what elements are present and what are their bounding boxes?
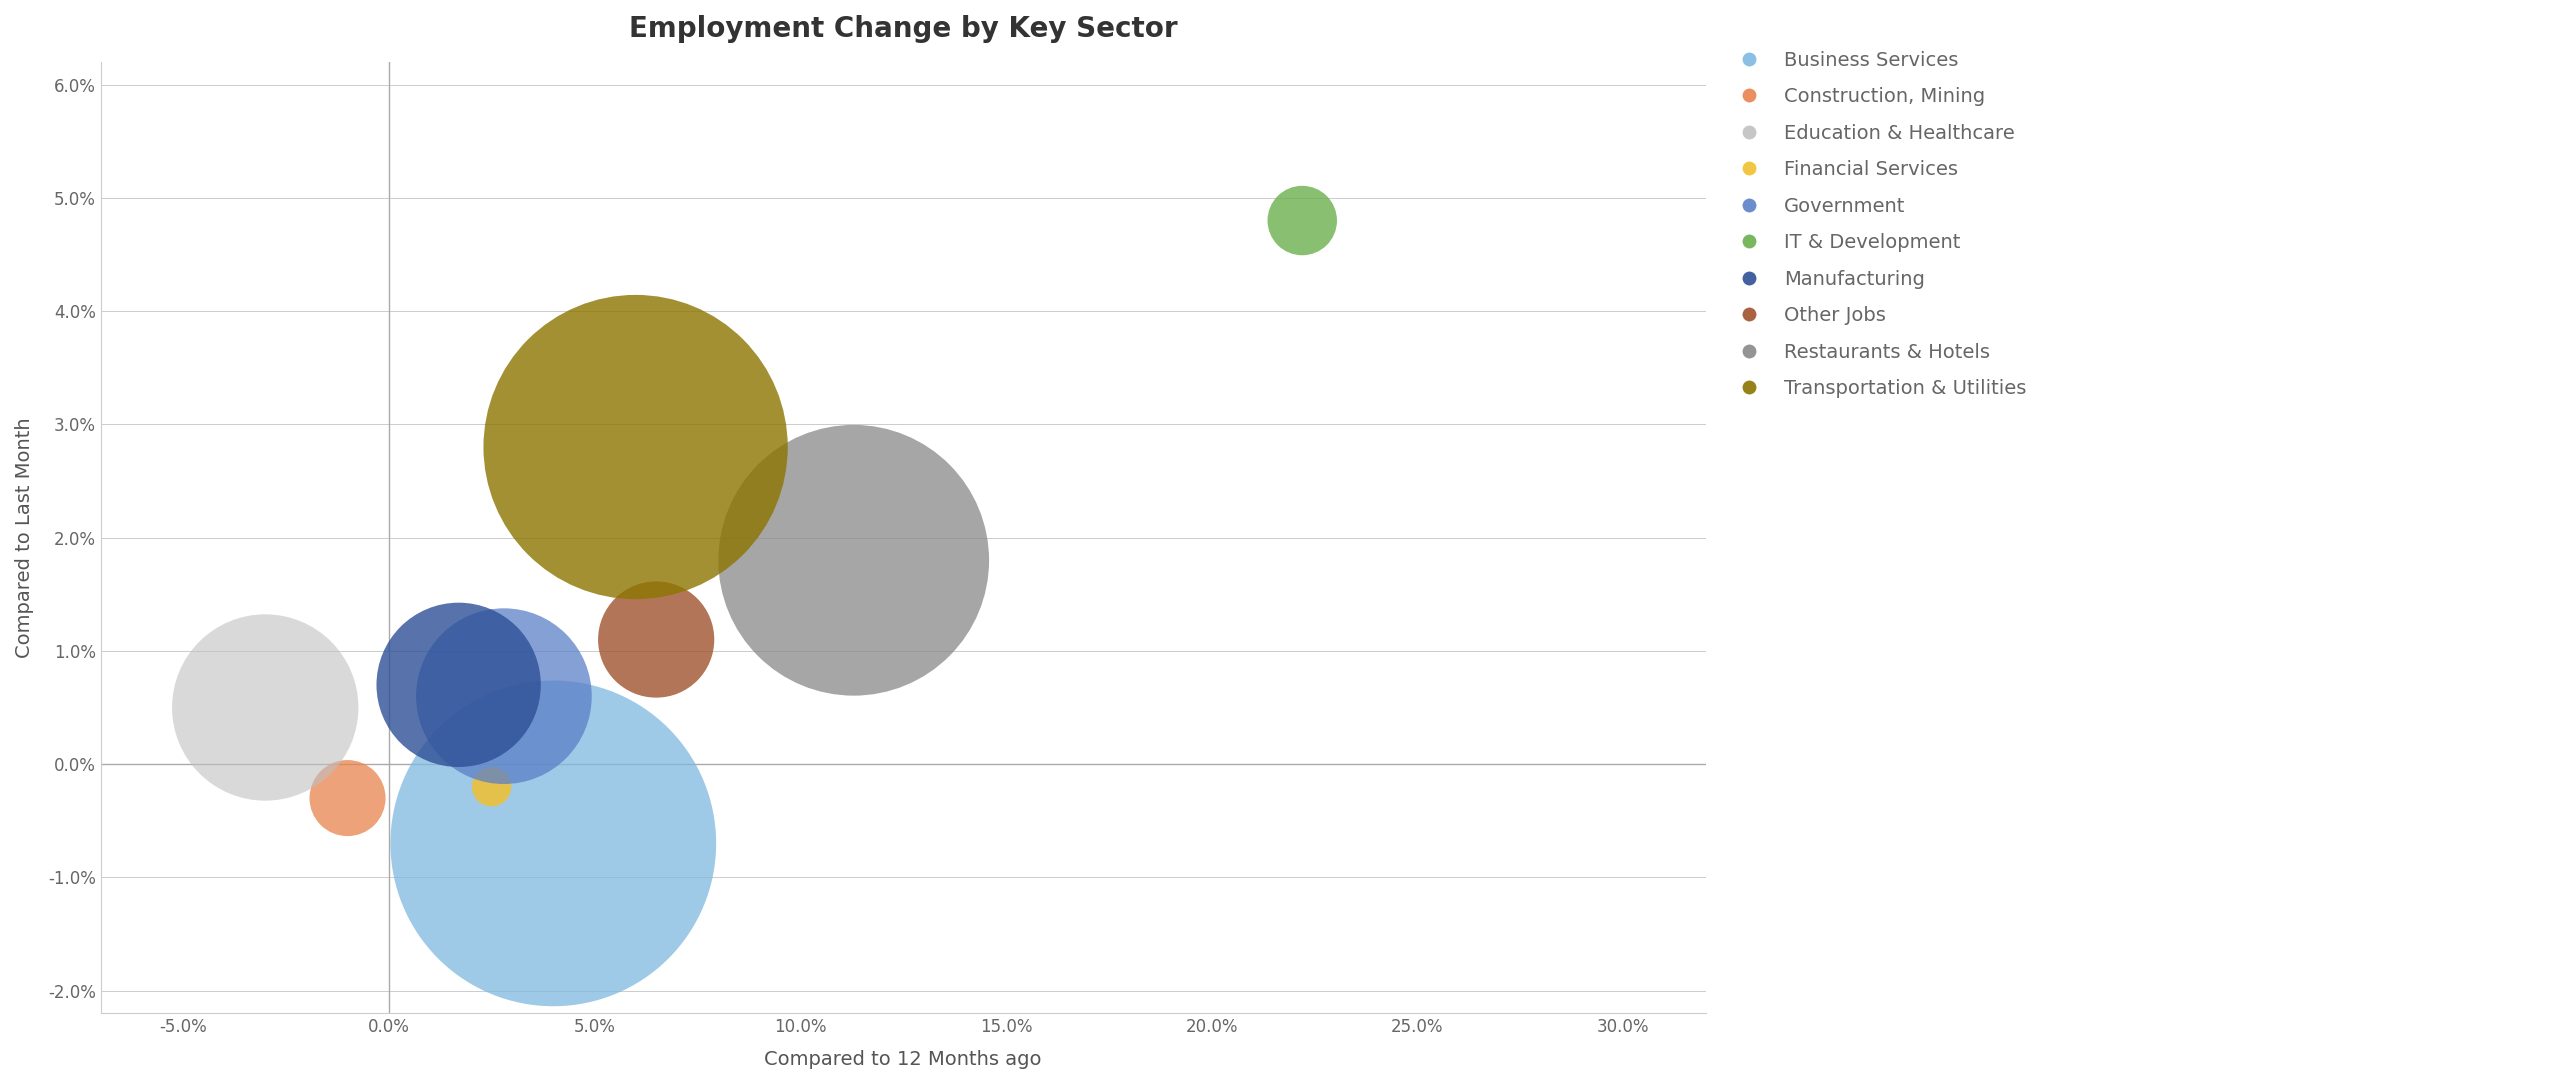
Point bbox=[472, 778, 513, 796]
Point bbox=[534, 835, 575, 852]
Point bbox=[834, 552, 875, 569]
Point bbox=[636, 631, 677, 648]
Y-axis label: Compared to Last Month: Compared to Last Month bbox=[15, 417, 33, 658]
Point bbox=[482, 687, 523, 705]
X-axis label: Compared to 12 Months ago: Compared to 12 Months ago bbox=[765, 1050, 1042, 1069]
Point bbox=[1283, 211, 1324, 229]
Title: Employment Change by Key Sector: Employment Change by Key Sector bbox=[629, 15, 1178, 43]
Legend: Business Services, Construction, Mining, Education & Healthcare, Financial Servi: Business Services, Construction, Mining,… bbox=[1722, 43, 2035, 407]
Point bbox=[244, 699, 285, 717]
Point bbox=[326, 789, 367, 806]
Point bbox=[616, 438, 657, 455]
Point bbox=[439, 676, 480, 694]
